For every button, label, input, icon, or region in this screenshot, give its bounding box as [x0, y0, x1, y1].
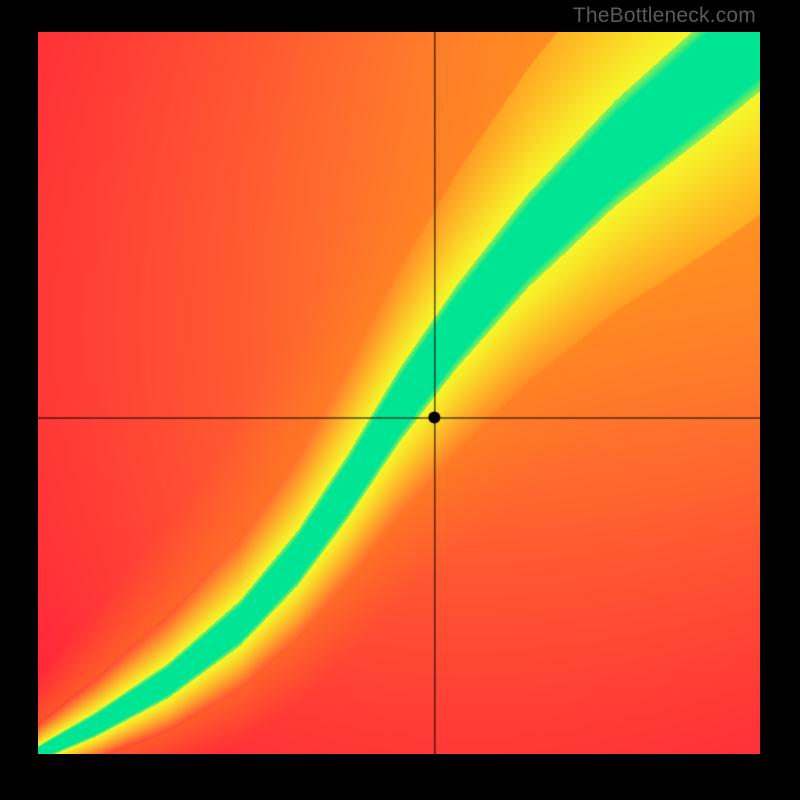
heatmap-canvas [38, 32, 760, 754]
watermark-text: TheBottleneck.com [573, 4, 756, 28]
heatmap-plot [38, 32, 760, 754]
page-root: TheBottleneck.com [0, 0, 800, 800]
